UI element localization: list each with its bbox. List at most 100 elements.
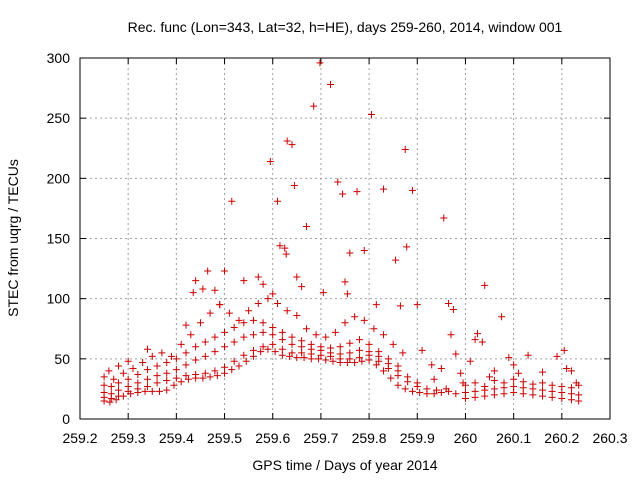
data-point	[240, 351, 248, 359]
data-point	[401, 145, 409, 153]
data-point	[225, 309, 233, 317]
data-point	[286, 352, 294, 360]
data-point	[110, 375, 118, 383]
chart-title: Rec. func (Lon=343, Lat=32, h=HE), days …	[128, 19, 563, 35]
data-point	[298, 283, 306, 291]
data-point	[245, 307, 253, 315]
data-point	[249, 331, 257, 339]
data-point	[396, 302, 404, 310]
data-point	[370, 325, 378, 333]
data-point	[322, 333, 330, 341]
data-point	[490, 367, 498, 375]
data-point	[500, 390, 508, 398]
data-point	[266, 157, 274, 165]
data-point	[211, 348, 219, 356]
y-tick-label: 300	[47, 50, 71, 66]
data-point	[539, 368, 547, 376]
data-point	[452, 350, 460, 358]
data-point	[274, 299, 282, 307]
data-point	[553, 352, 561, 360]
data-point	[274, 197, 282, 205]
data-point	[346, 249, 354, 257]
data-point	[278, 345, 286, 353]
data-point	[302, 222, 310, 230]
data-point	[481, 383, 489, 391]
data-point	[211, 367, 219, 375]
data-point	[153, 372, 161, 380]
data-point	[442, 385, 450, 393]
x-tick-label: 259.2	[62, 430, 97, 446]
x-tick-label: 259.4	[159, 430, 194, 446]
data-point	[567, 384, 575, 392]
data-point	[240, 319, 248, 327]
y-tick-label: 100	[47, 291, 71, 307]
data-point	[394, 381, 402, 389]
y-axis-label: STEC from uqrg / TECUs	[5, 159, 21, 317]
data-point	[490, 385, 498, 393]
data-point	[529, 391, 537, 399]
data-point	[351, 313, 359, 321]
data-point	[134, 370, 142, 378]
data-point	[514, 369, 522, 377]
data-point	[119, 369, 127, 377]
data-point	[315, 355, 322, 363]
data-point	[437, 364, 445, 372]
data-point	[288, 333, 296, 341]
data-point	[375, 348, 383, 356]
data-point	[143, 345, 151, 353]
data-point	[355, 346, 363, 354]
data-point	[283, 137, 291, 145]
data-point	[298, 349, 306, 357]
data-point	[312, 331, 320, 339]
data-point	[230, 324, 238, 332]
data-point	[134, 385, 142, 393]
data-point	[486, 373, 494, 381]
data-point	[107, 383, 115, 391]
data-point	[201, 338, 209, 346]
data-point	[182, 321, 190, 329]
data-point	[558, 389, 566, 397]
data-point	[392, 256, 400, 264]
data-point	[310, 102, 318, 110]
data-point	[269, 324, 277, 332]
data-point	[269, 340, 277, 348]
data-point	[192, 356, 200, 364]
data-point	[539, 386, 547, 394]
data-point	[143, 383, 151, 391]
data-point	[259, 328, 267, 336]
data-point	[288, 349, 296, 357]
data-point	[288, 141, 296, 149]
data-point	[319, 289, 327, 297]
data-point	[327, 80, 335, 88]
data-point	[106, 398, 114, 406]
data-point	[298, 337, 306, 345]
data-point	[548, 387, 556, 395]
data-point	[380, 367, 388, 375]
data-point	[235, 316, 243, 324]
data-point	[177, 340, 185, 348]
data-point	[302, 325, 310, 333]
x-tick-label: 260.1	[496, 430, 531, 446]
data-point	[339, 190, 347, 198]
data-point	[351, 358, 359, 366]
data-point	[204, 267, 212, 275]
data-point	[560, 346, 568, 354]
data-point	[288, 340, 296, 348]
x-tick-label: 259.7	[303, 430, 338, 446]
data-point	[249, 316, 257, 324]
data-point	[257, 348, 265, 356]
data-point	[148, 352, 156, 360]
data-point	[172, 366, 180, 374]
data-point	[355, 354, 363, 362]
data-point	[365, 340, 373, 348]
data-point	[172, 355, 180, 363]
x-tick-label: 260.3	[592, 430, 627, 446]
data-point	[141, 387, 149, 395]
data-point	[343, 290, 351, 298]
data-point	[548, 381, 556, 389]
data-point	[416, 389, 424, 397]
data-point	[360, 247, 368, 255]
data-point	[170, 381, 178, 389]
data-point	[259, 343, 267, 351]
